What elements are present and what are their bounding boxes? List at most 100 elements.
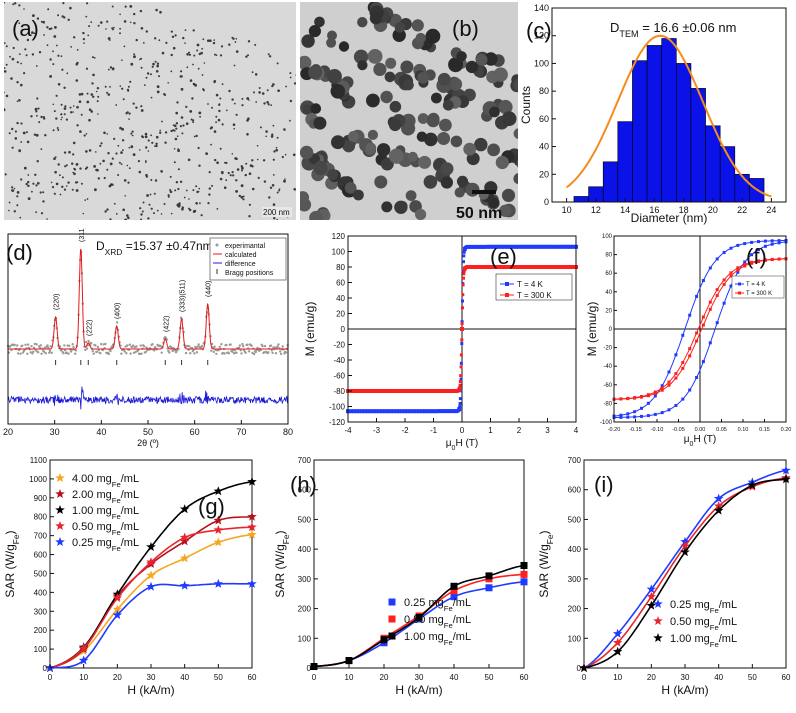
- y-axis-label: M (emu/g): [585, 302, 599, 357]
- nanoparticle-dot: [6, 45, 8, 47]
- x-tick-label: -0.15: [629, 427, 642, 433]
- nanoparticle-dot: [76, 63, 79, 66]
- nanoparticle-dot: [61, 55, 63, 57]
- nanoparticle: [415, 209, 426, 220]
- data-marker: [460, 365, 463, 368]
- x-tick-label: 4: [574, 426, 579, 435]
- nanoparticle-dot: [46, 218, 48, 220]
- data-marker: [723, 278, 726, 281]
- nanoparticle-dot: [273, 203, 276, 206]
- peak-label: (440): [206, 281, 213, 297]
- nanoparticle-dot: [162, 52, 165, 55]
- nanoparticle-dot: [14, 2, 16, 4]
- data-marker: [466, 266, 469, 269]
- nanoparticle-dot: [273, 217, 275, 219]
- nanoparticle-dot: [193, 55, 195, 57]
- nanoparticle-dot: [117, 174, 119, 176]
- legend-entry: Bragg positions: [225, 270, 274, 277]
- nanoparticle-dot: [156, 70, 159, 73]
- nanoparticle-dot: [242, 198, 244, 200]
- x-tick-label: 10: [79, 673, 88, 682]
- experimental-point: [229, 343, 231, 345]
- y-tick-label: 60: [605, 271, 612, 277]
- nanoparticle-dot: [180, 181, 182, 183]
- legend-marker: [738, 283, 741, 286]
- nanoparticle-dot: [178, 168, 180, 170]
- nanoparticle-dot: [158, 39, 160, 41]
- nanoparticle-dot: [203, 89, 205, 91]
- x-tick-label: 30: [50, 427, 60, 437]
- nanoparticle-dot: [19, 217, 21, 219]
- nanoparticle-dot: [42, 200, 44, 202]
- x-tick-label: 20: [708, 205, 718, 215]
- nanoparticle: [309, 25, 321, 37]
- nanoparticle: [457, 176, 468, 187]
- nanoparticle-dot: [152, 66, 154, 68]
- nanoparticle-dot: [139, 149, 141, 151]
- nanoparticle-dot: [204, 62, 206, 64]
- nanoparticle-dot: [190, 79, 193, 82]
- nanoparticle-dot: [160, 170, 162, 172]
- nanoparticle-dot: [42, 21, 45, 24]
- nanoparticle-dot: [145, 135, 148, 138]
- nanoparticle-dot: [109, 39, 111, 41]
- experimental-point: [255, 351, 257, 353]
- histogram-bar: [676, 63, 691, 202]
- nanoparticle-dot: [174, 124, 177, 127]
- nanoparticle-dot: [290, 100, 292, 102]
- nanoparticle-dot: [133, 13, 135, 15]
- nanoparticle-dot: [197, 44, 200, 47]
- nanoparticle-dot: [100, 21, 103, 24]
- data-marker: [214, 537, 224, 546]
- experimental-point: [270, 344, 272, 346]
- nanoparticle-dot: [124, 46, 126, 48]
- nanoparticle-dot: [34, 134, 36, 136]
- legend-entry: T = 300 K: [746, 291, 772, 297]
- nanoparticle-dot: [53, 129, 55, 131]
- nanoparticle-dot: [112, 6, 114, 8]
- data-marker: [730, 247, 733, 250]
- nanoparticle-dot: [81, 93, 84, 96]
- nanoparticle-dot: [245, 163, 247, 165]
- nanoparticle-dot: [104, 177, 106, 179]
- nanoparticle-dot: [119, 162, 121, 164]
- nanoparticle-dot: [53, 104, 55, 106]
- nanoparticle-dot: [128, 118, 130, 120]
- peak-label: (220): [54, 294, 61, 310]
- nanoparticle-dot: [271, 85, 273, 87]
- nanoparticle-dot: [192, 64, 194, 66]
- nanoparticle-dot: [12, 189, 15, 192]
- experimental-point: [19, 353, 21, 355]
- nanoparticle-dot: [146, 194, 149, 197]
- x-tick-label: 2: [517, 426, 522, 435]
- nanoparticle-dot: [224, 186, 227, 189]
- x-tick-label: 40: [714, 673, 723, 682]
- x-tick-label: -2: [401, 426, 409, 435]
- data-marker: [521, 562, 528, 569]
- nanoparticle-dot: [185, 29, 187, 31]
- nanoparticle-dot: [173, 124, 175, 126]
- y-tick-label: 200: [298, 605, 312, 614]
- nanoparticle-dot: [188, 208, 190, 210]
- nanoparticle-dot: [273, 125, 275, 127]
- y-tick-label: -80: [603, 401, 612, 407]
- nanoparticle-dot: [121, 88, 123, 90]
- experimental-point: [108, 353, 110, 355]
- legend-entry: T = 300 K: [517, 291, 552, 300]
- nanoparticle-dot: [129, 81, 131, 83]
- nanoparticle-dot: [46, 26, 48, 28]
- nanoparticle-dot: [216, 161, 219, 164]
- experimental-point: [51, 352, 53, 354]
- y-tick-label: 200: [34, 626, 48, 635]
- nanoparticle-dot: [285, 154, 287, 156]
- nanoparticle-dot: [246, 119, 249, 122]
- nanoparticle-dot: [228, 172, 230, 174]
- nanoparticle-dot: [86, 133, 88, 135]
- experimental-point: [116, 321, 118, 323]
- nanoparticle-dot: [225, 162, 227, 164]
- nanoparticle: [331, 135, 345, 149]
- nanoparticle-dot: [52, 186, 54, 188]
- nanoparticle-dot: [215, 121, 217, 123]
